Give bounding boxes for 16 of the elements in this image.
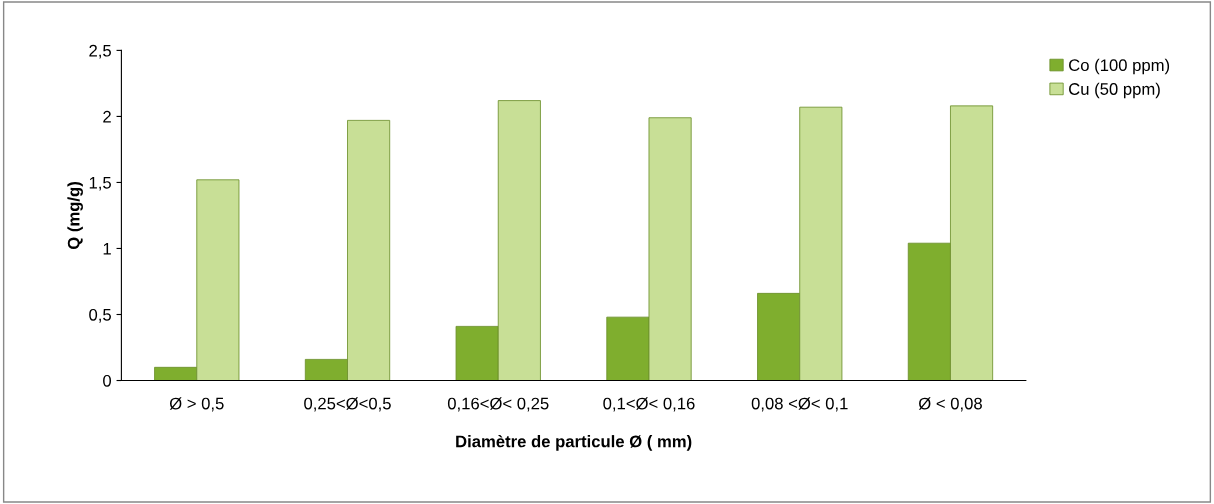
y-tick-label: 1,5 (89, 177, 111, 191)
y-tick-label: 0 (103, 374, 112, 387)
x-tick-label: Ø > 0,5 (169, 397, 224, 412)
y-axis-title: Q (mg/g) (67, 182, 83, 250)
y-tick-label: 2 (103, 110, 111, 123)
x-axis-title: Diamètre de particule Ø ( mm) (456, 434, 692, 451)
x-tick-label: Ø < 0,08 (918, 397, 982, 412)
y-tick-label: 1 (103, 243, 111, 255)
y-tick-label: 2,5 (89, 44, 111, 59)
legend-label: Cu (50 ppm) (1069, 82, 1160, 99)
x-tick-label: 0,08 <Ø< 0,1 (751, 397, 848, 412)
x-tick-label: 0,16<Ø< 0,25 (447, 397, 549, 412)
legend-label: Co (100 ppm) (1069, 58, 1170, 75)
x-tick-label: 0,25<Ø<0,5 (304, 397, 391, 412)
x-tick-label: 0,1<Ø< 0,16 (603, 397, 695, 412)
y-tick-label: 0,5 (89, 308, 111, 323)
